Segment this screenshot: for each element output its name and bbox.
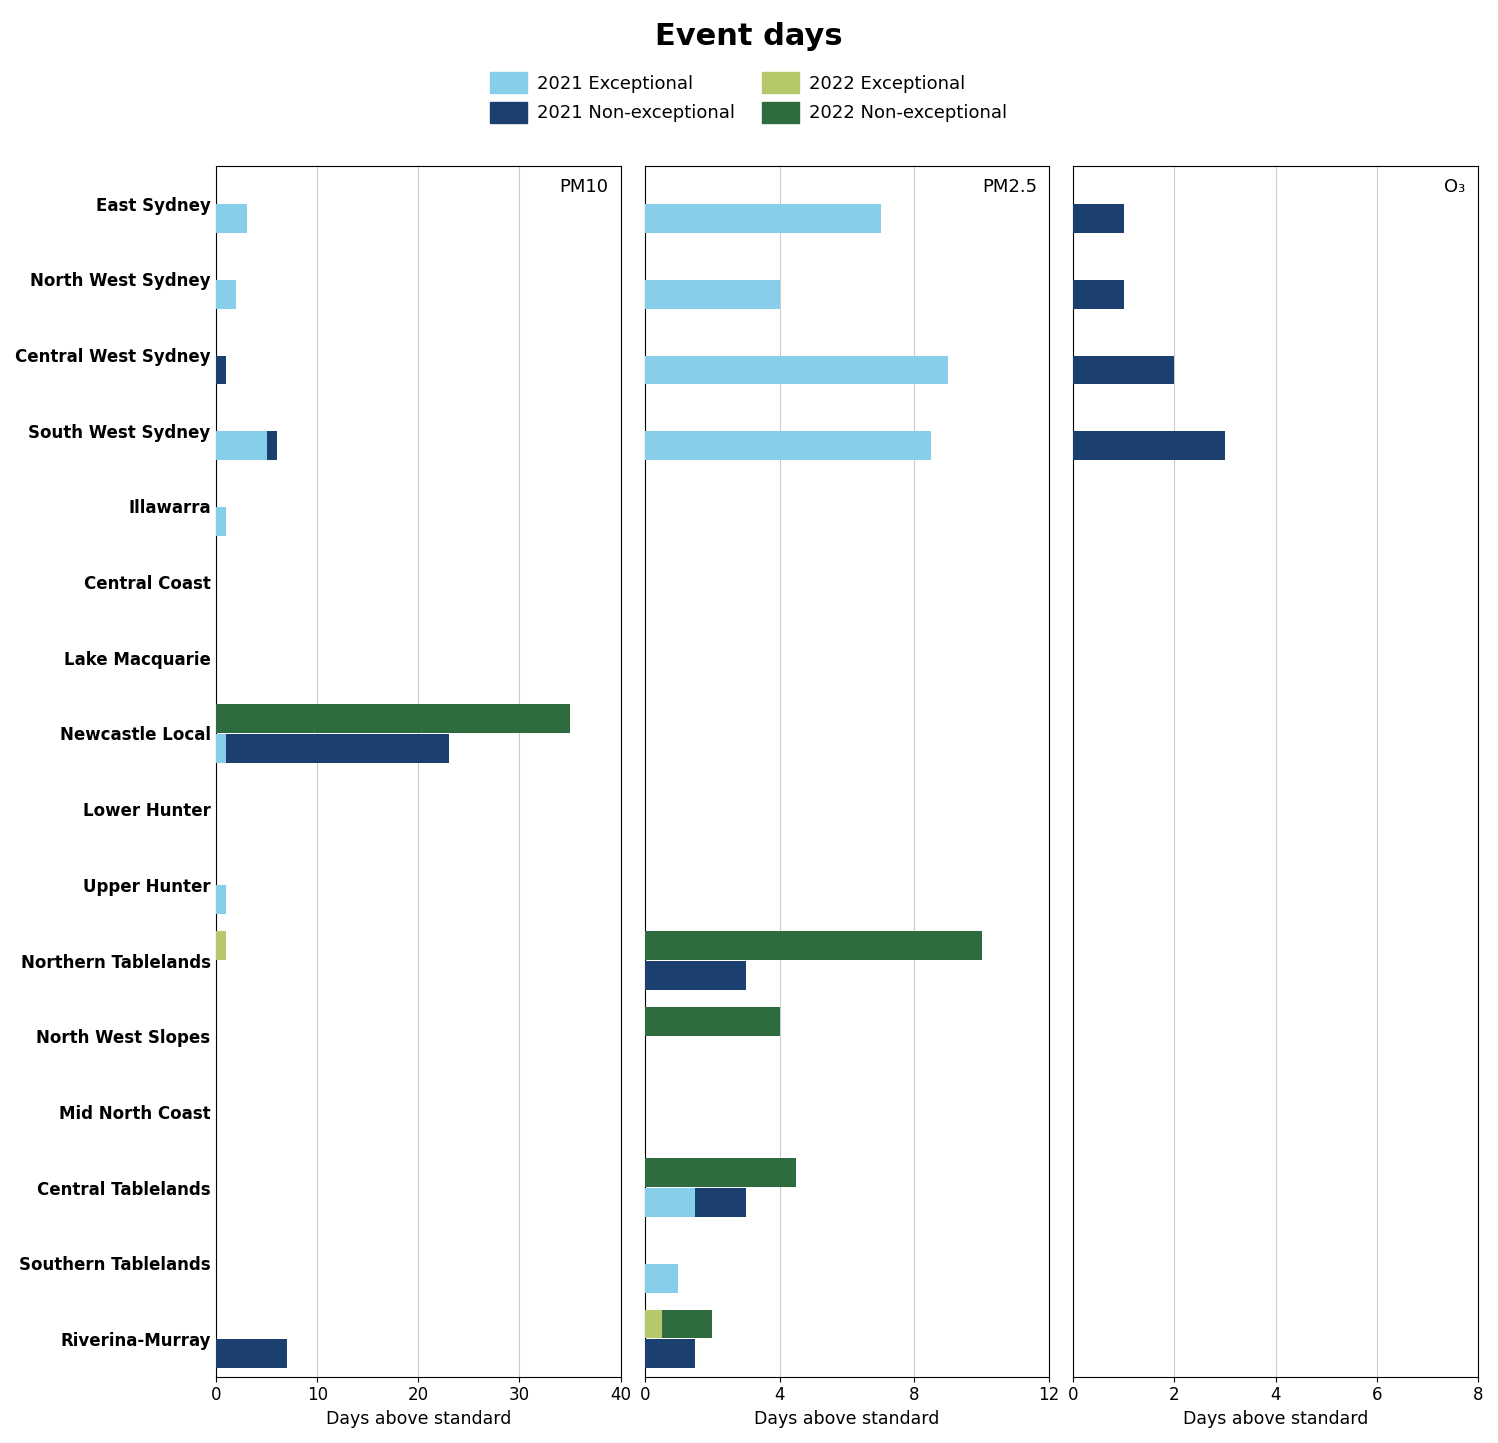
Bar [1074, 356, 1174, 384]
Bar [644, 1159, 797, 1188]
Text: O₃: O₃ [1444, 177, 1465, 196]
X-axis label: Days above standard: Days above standard [1183, 1410, 1368, 1429]
Bar [662, 1310, 712, 1338]
Bar [644, 1264, 679, 1293]
Bar [216, 431, 267, 460]
Bar [644, 431, 932, 460]
Bar [644, 205, 881, 234]
Bar [644, 931, 981, 960]
Bar [226, 734, 449, 763]
Bar [216, 205, 247, 234]
Bar [216, 886, 226, 915]
Bar [216, 704, 569, 733]
Bar [216, 931, 226, 960]
Bar [644, 1188, 695, 1216]
Bar [644, 961, 746, 990]
Text: Event days: Event days [655, 22, 843, 51]
Bar [644, 1310, 662, 1338]
Bar [216, 506, 226, 535]
Bar [216, 356, 226, 384]
Bar [216, 280, 237, 309]
X-axis label: Days above standard: Days above standard [325, 1410, 511, 1429]
Bar [267, 431, 277, 460]
Bar [644, 1339, 695, 1368]
Text: PM10: PM10 [559, 177, 608, 196]
Bar [695, 1188, 746, 1216]
Bar [1074, 431, 1225, 460]
Bar [644, 1007, 779, 1036]
Bar [644, 356, 948, 384]
Text: PM2.5: PM2.5 [981, 177, 1037, 196]
Bar [216, 1339, 288, 1368]
Legend: 2021 Exceptional, 2021 Non-exceptional, 2022 Exceptional, 2022 Non-exceptional: 2021 Exceptional, 2021 Non-exceptional, … [484, 65, 1014, 130]
Bar [1074, 205, 1124, 234]
Bar [216, 734, 226, 763]
Bar [1074, 280, 1124, 309]
Bar [644, 280, 779, 309]
X-axis label: Days above standard: Days above standard [755, 1410, 939, 1429]
